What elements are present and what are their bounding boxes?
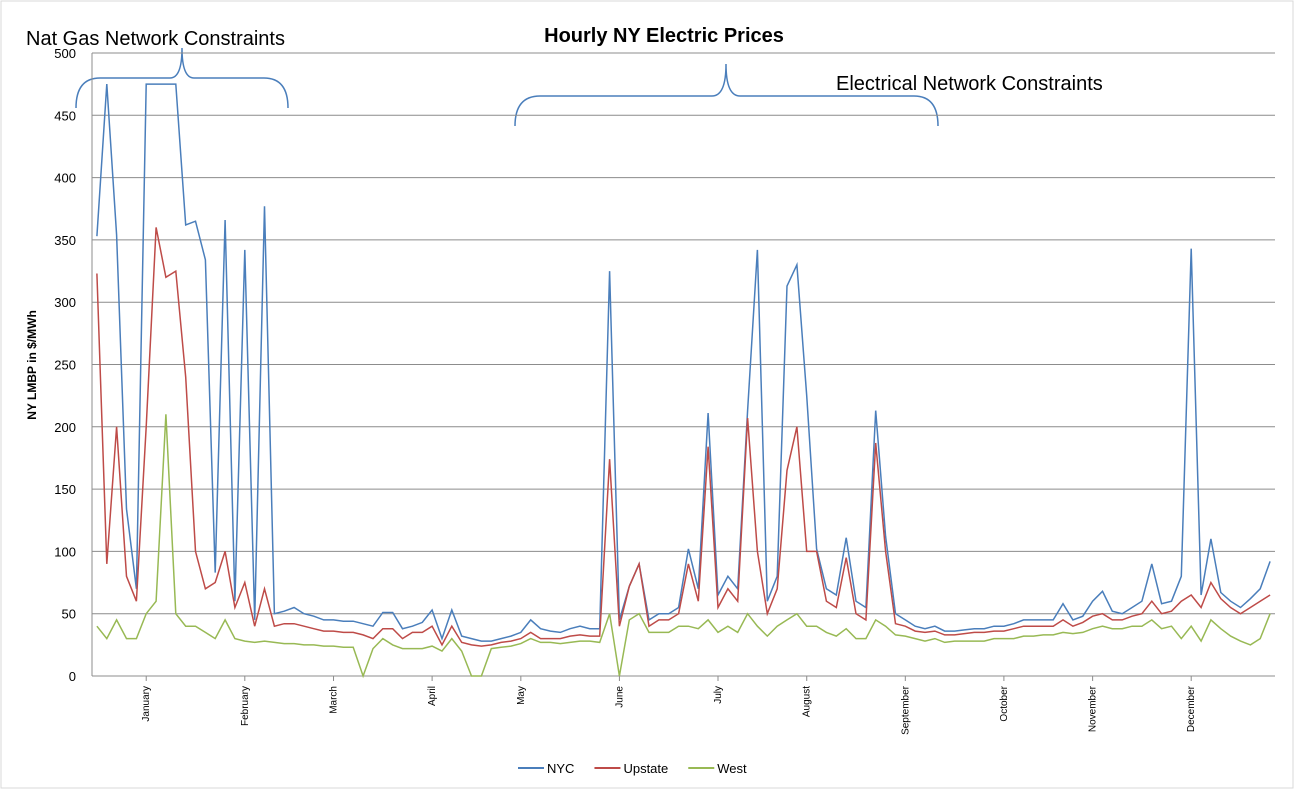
- annotation: Electrical Network Constraints: [836, 73, 1103, 95]
- y-tick-label: 300: [54, 295, 76, 310]
- y-tick-label: 400: [54, 171, 76, 186]
- y-tick-label: 50: [62, 607, 76, 622]
- brace: [514, 63, 939, 127]
- x-tick-label: January: [141, 686, 152, 722]
- chart-title: Hourly NY Electric Prices: [544, 25, 784, 47]
- y-tick-label: 100: [54, 544, 76, 559]
- annotation: Nat Gas Network Constraints: [26, 28, 285, 50]
- y-tick-label: 200: [54, 420, 76, 435]
- plot-area: 0 50 100 150 200 250 300 350 400 450 500 January Feb…: [54, 46, 1275, 735]
- y-tick-label: 250: [54, 358, 76, 373]
- y-tick-label: 500: [54, 46, 76, 61]
- legend-label: NYC: [547, 761, 574, 776]
- y-axis-label: NY LMBP in $/MWh: [25, 310, 39, 420]
- x-tick-label: March: [329, 686, 340, 714]
- x-tick-label: December: [1186, 685, 1197, 732]
- x-tick-label: August: [802, 686, 813, 717]
- y-tick-label: 0: [69, 669, 76, 684]
- x-tick-label: May: [516, 686, 527, 705]
- series-line: [96, 83, 1271, 642]
- x-tick-label: October: [999, 685, 1010, 721]
- x-tick-label: April: [427, 686, 438, 706]
- y-tick-label: 350: [54, 233, 76, 248]
- series-line: [96, 227, 1271, 647]
- x-tick-label: July: [713, 686, 724, 704]
- y-tick-label: 150: [54, 482, 76, 497]
- x-tick-label: February: [240, 686, 251, 726]
- series-line: [96, 414, 1271, 679]
- legend-label: West: [717, 761, 747, 776]
- y-tick-label: 450: [54, 108, 76, 123]
- legend-label: Upstate: [623, 761, 668, 776]
- x-tick-label: November: [1088, 685, 1099, 732]
- brace: [75, 47, 289, 109]
- x-tick-label: June: [614, 686, 625, 708]
- x-tick-label: September: [900, 685, 911, 735]
